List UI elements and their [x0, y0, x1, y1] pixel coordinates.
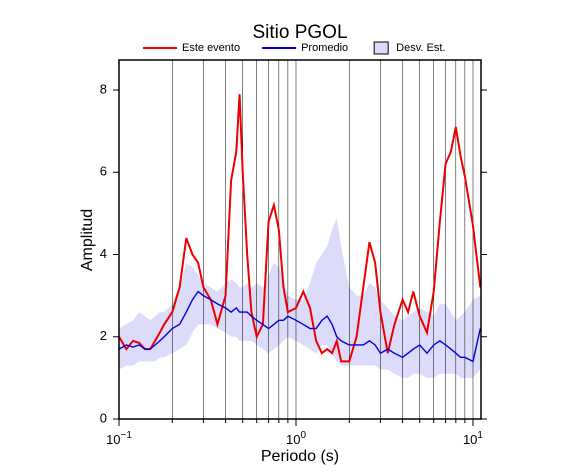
y-tick-label: 2: [100, 328, 107, 343]
legend-label: Promedio: [301, 42, 348, 54]
legend-label: Este evento: [182, 42, 240, 54]
data-line: [118, 94, 482, 363]
x-tick-exponent: −1: [121, 430, 133, 441]
x-axis-label: Periodo (s): [261, 448, 339, 465]
y-tick-label: 4: [100, 246, 107, 261]
x-tick-base: 10: [286, 432, 300, 447]
x-tick-label: 10−1: [106, 430, 132, 448]
x-tick-exponent: 0: [300, 430, 306, 441]
data-line: [118, 290, 481, 363]
x-tick-label: 100: [286, 430, 306, 448]
x-tick-exponent: 1: [477, 430, 483, 441]
x-tick-base: 10: [106, 432, 120, 447]
chart-title: Sitio PGOL: [252, 22, 347, 43]
legend-swatch: [373, 41, 389, 55]
y-tick-label: 0: [100, 410, 107, 425]
x-tick-base: 10: [463, 432, 477, 447]
std-band: [119, 217, 481, 378]
y-tick-label: 6: [100, 164, 107, 179]
y-axis-label: Amplitud: [79, 209, 96, 271]
y-tick-label: 8: [100, 81, 107, 96]
x-tick-label: 101: [463, 430, 483, 448]
legend-label: Desv. Est.: [396, 42, 445, 54]
plot-frame: [118, 59, 482, 420]
